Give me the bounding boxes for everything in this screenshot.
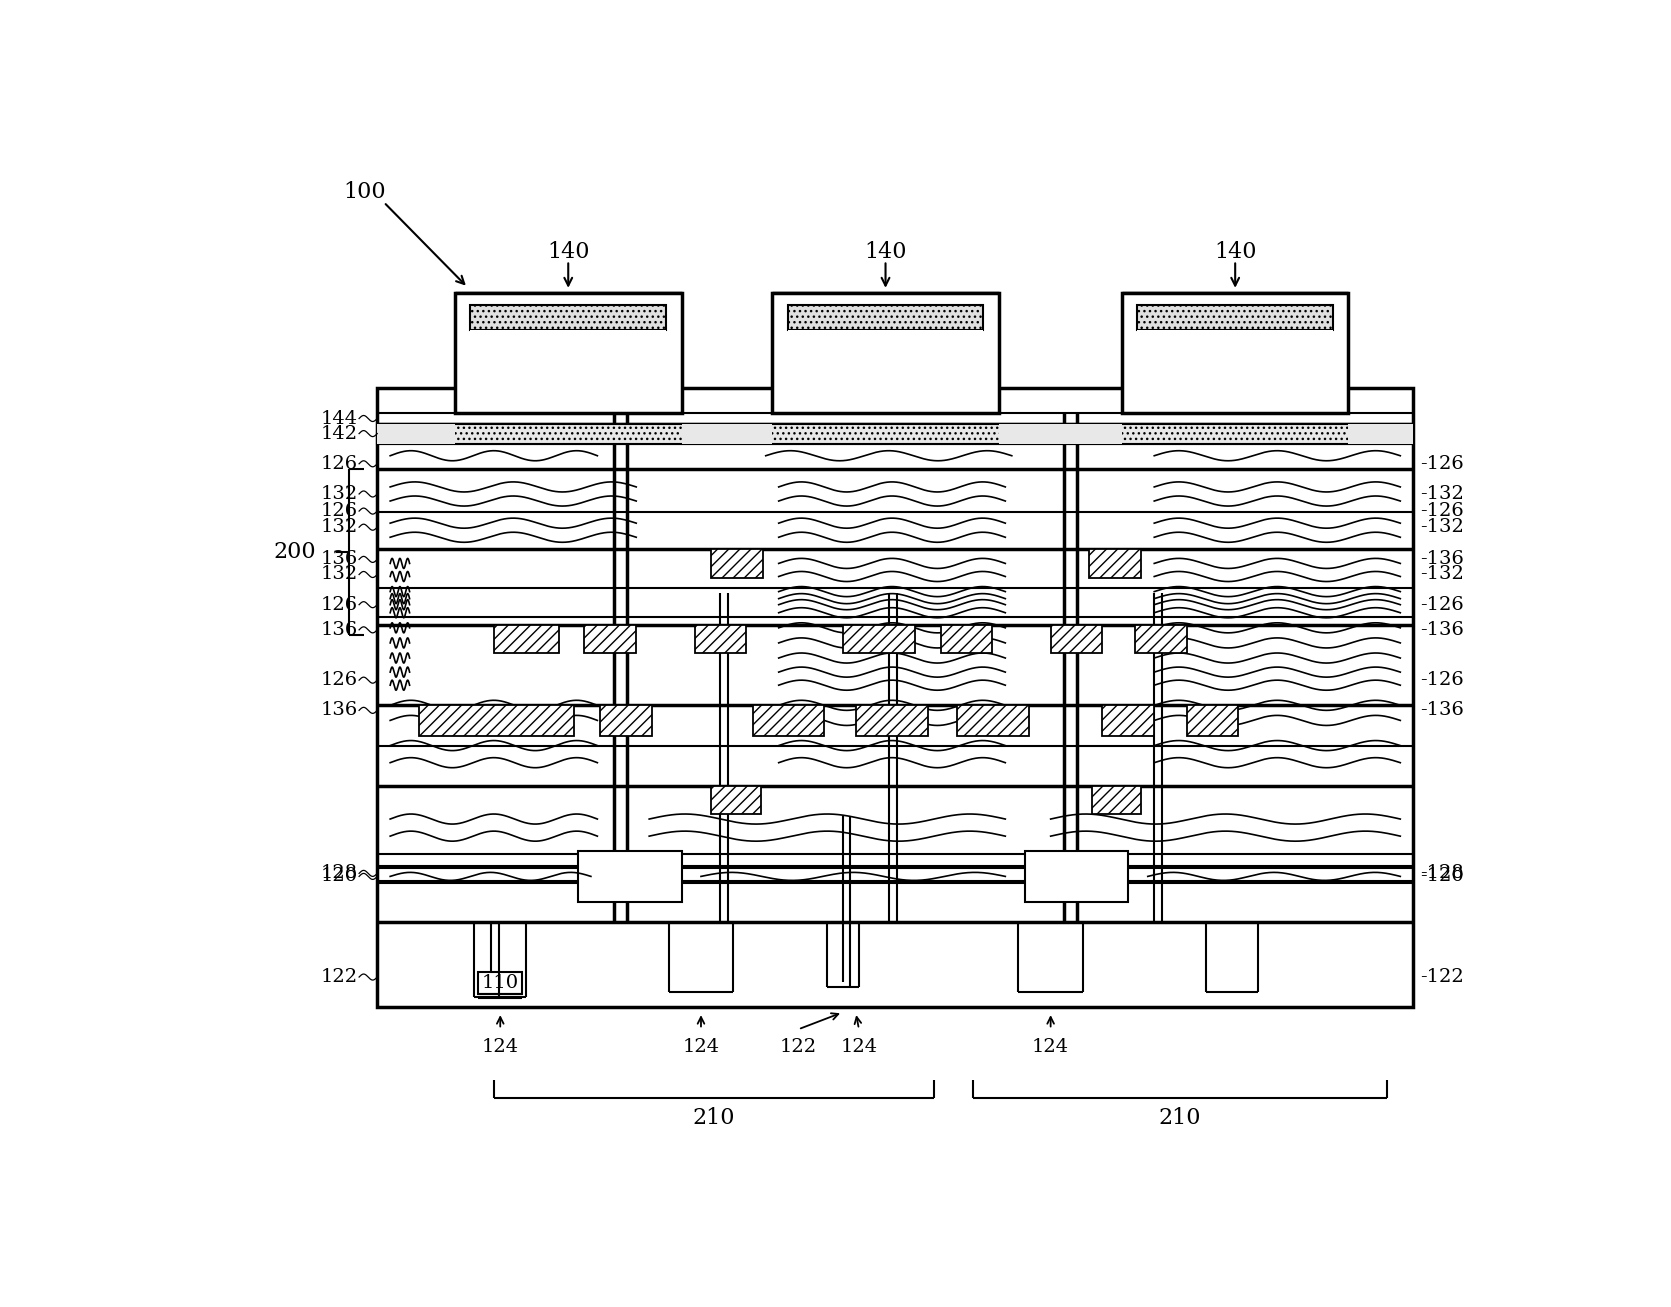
Bar [1024, 851, 1128, 902]
Text: 140: 140 [1213, 242, 1257, 264]
Text: -126: -126 [1420, 455, 1464, 473]
Bar [419, 706, 575, 736]
Text: -122: -122 [1420, 968, 1464, 985]
Text: 132: 132 [321, 566, 358, 583]
Bar [787, 329, 983, 401]
Bar [999, 423, 1121, 443]
Text: -132: -132 [1420, 566, 1464, 583]
Text: -132: -132 [1420, 518, 1464, 536]
Text: 110: 110 [481, 974, 518, 992]
Bar [378, 423, 1414, 443]
Bar [1103, 706, 1155, 736]
Bar [752, 706, 824, 736]
Bar [844, 625, 914, 654]
Text: 122: 122 [321, 968, 358, 985]
Text: 142: 142 [321, 425, 358, 443]
Bar [1121, 293, 1348, 413]
Text: 122: 122 [780, 1039, 817, 1056]
Bar [471, 329, 667, 401]
Text: 126: 126 [321, 596, 358, 614]
Text: 140: 140 [864, 242, 907, 264]
Text: 144: 144 [321, 409, 358, 427]
Bar [1138, 329, 1333, 401]
Bar [941, 625, 993, 654]
Bar [772, 293, 999, 413]
Text: 124: 124 [682, 1039, 720, 1056]
Text: -120: -120 [1420, 868, 1464, 885]
Bar [1138, 305, 1333, 329]
Text: 120: 120 [321, 868, 358, 885]
Bar [695, 625, 747, 654]
Text: 124: 124 [1033, 1039, 1069, 1056]
Text: -128: -128 [1420, 864, 1464, 882]
Bar [1051, 625, 1103, 654]
Bar [787, 305, 983, 329]
Text: 136: 136 [321, 550, 358, 569]
Text: 126: 126 [321, 455, 358, 473]
Text: -136: -136 [1420, 550, 1464, 569]
Text: 210: 210 [693, 1107, 735, 1129]
Bar [1186, 706, 1238, 736]
Text: 124: 124 [481, 1039, 518, 1056]
Text: 124: 124 [841, 1039, 877, 1056]
Bar [378, 423, 455, 443]
Text: 132: 132 [321, 518, 358, 536]
Text: -136: -136 [1420, 621, 1464, 639]
Text: 126: 126 [321, 672, 358, 689]
Text: 136: 136 [321, 621, 358, 639]
Bar [712, 786, 760, 814]
Bar [478, 972, 523, 995]
Text: 100: 100 [343, 182, 386, 203]
Text: 126: 126 [321, 502, 358, 520]
Bar [1348, 423, 1414, 443]
Bar [378, 388, 1414, 1008]
Text: 128: 128 [321, 864, 358, 882]
Bar [600, 706, 652, 736]
Bar [1135, 625, 1186, 654]
Bar [1089, 549, 1141, 578]
Bar [455, 293, 682, 413]
Bar [495, 625, 558, 654]
Bar [578, 851, 682, 902]
Text: 140: 140 [546, 242, 590, 264]
Text: -136: -136 [1420, 702, 1464, 719]
Text: -132: -132 [1420, 485, 1464, 503]
Bar [682, 423, 772, 443]
Text: -126: -126 [1420, 502, 1464, 520]
Bar [1093, 786, 1141, 814]
Text: 136: 136 [321, 702, 358, 719]
Bar [857, 706, 927, 736]
Text: -126: -126 [1420, 672, 1464, 689]
Text: 200: 200 [274, 541, 316, 563]
Bar [471, 305, 667, 329]
Bar [585, 625, 637, 654]
Bar [957, 706, 1029, 736]
Bar [712, 549, 764, 578]
Text: -126: -126 [1420, 596, 1464, 614]
Text: 210: 210 [1160, 1107, 1201, 1129]
Text: 132: 132 [321, 485, 358, 503]
